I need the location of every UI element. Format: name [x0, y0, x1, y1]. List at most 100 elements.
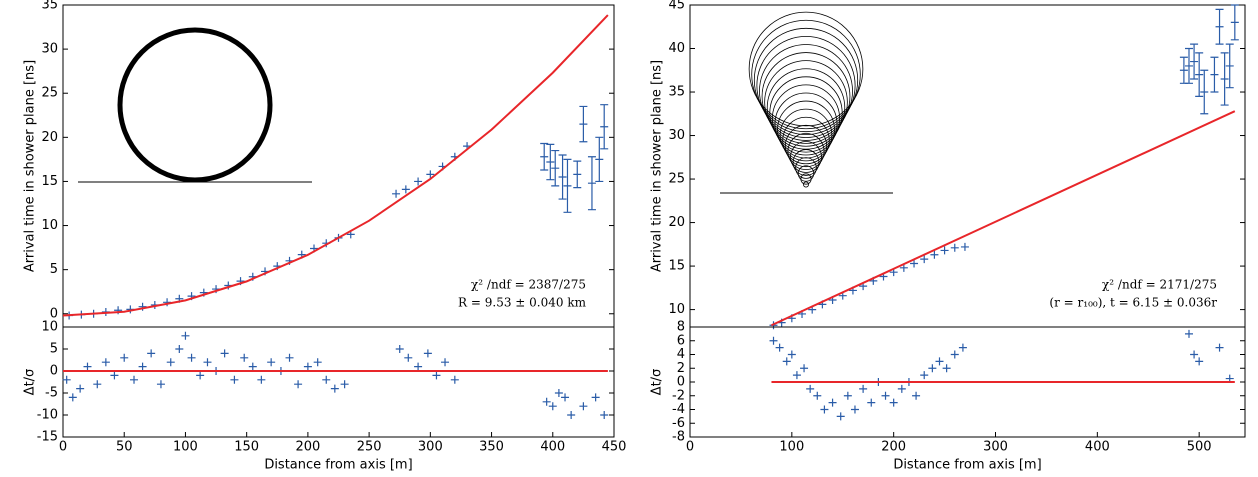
x-tick-label: 400 — [540, 440, 565, 455]
data-point — [220, 349, 229, 358]
y-tick-label: 10 — [668, 302, 685, 317]
y-tick-label: -6 — [672, 416, 685, 431]
inset-circle — [797, 165, 815, 182]
data-point — [843, 391, 852, 400]
fit-line — [62, 14, 609, 317]
y-tick-label: 30 — [668, 128, 685, 143]
y-axis-label: Arrival time in shower plane [ns] — [23, 60, 38, 272]
data-point — [203, 358, 212, 367]
data-point — [587, 156, 596, 211]
inset-circle — [784, 124, 828, 168]
data-point — [120, 353, 129, 362]
data-point — [93, 380, 102, 389]
data-point — [828, 398, 837, 407]
data-point — [340, 380, 349, 389]
data-point — [942, 364, 951, 373]
data-point — [426, 170, 435, 179]
y-tick-label: 10 — [41, 218, 58, 233]
data-point — [101, 358, 110, 367]
data-point — [579, 402, 588, 411]
data-point — [303, 362, 312, 371]
data-point — [130, 375, 139, 384]
x-tick-label: 250 — [357, 440, 382, 455]
y-tick-label: 2 — [677, 361, 685, 376]
data-point — [1230, 4, 1239, 41]
data-point — [1190, 43, 1199, 80]
annotation: R = 9.53 ± 0.040 km — [458, 296, 587, 310]
y-tick-label: -4 — [672, 402, 685, 417]
data-point — [867, 398, 876, 407]
x-tick-label: 450 — [602, 440, 627, 455]
x-axis-label: Distance from axis [m] — [893, 458, 1041, 473]
y-tick-label: 35 — [41, 0, 58, 13]
data-point — [294, 380, 303, 389]
x-tick-label: 300 — [983, 440, 1008, 455]
data-point — [800, 364, 809, 373]
data-point — [68, 393, 77, 402]
data-point — [782, 357, 791, 366]
data-point — [920, 371, 929, 380]
inset-ring — [117, 27, 273, 183]
data-point — [240, 353, 249, 362]
x-tick-label: 50 — [116, 440, 133, 455]
data-point — [248, 362, 257, 371]
inset-circle — [759, 44, 853, 138]
data-point — [257, 375, 266, 384]
y-tick-label: 10 — [41, 320, 58, 335]
data-point — [181, 331, 190, 340]
data-point — [792, 371, 801, 380]
x-tick-label: 0 — [686, 440, 694, 455]
y-tick-label: 5 — [50, 262, 58, 277]
data-point — [769, 336, 778, 345]
data-point — [1184, 329, 1193, 338]
y-tick-label: 8 — [677, 320, 685, 335]
data-point — [1195, 52, 1204, 97]
data-point — [401, 185, 410, 194]
data-point — [414, 177, 423, 186]
y-tick-label: 45 — [668, 0, 685, 13]
y-tick-label: -5 — [45, 386, 58, 401]
data-point — [806, 384, 815, 393]
data-point — [1215, 343, 1224, 352]
data-point — [156, 380, 165, 389]
data-point — [138, 302, 147, 311]
data-point — [110, 371, 119, 380]
inset-circle — [803, 181, 809, 188]
data-point — [1215, 8, 1224, 45]
data-point — [820, 405, 829, 414]
data-point — [595, 136, 604, 183]
y-tick-label: 35 — [668, 85, 685, 100]
data-point — [558, 154, 567, 200]
y-tick-label: 5 — [50, 342, 58, 357]
data-point — [813, 391, 822, 400]
y-tick-label: 30 — [41, 42, 58, 57]
data-point — [166, 358, 175, 367]
data-point — [83, 362, 92, 371]
y-tick-label: 25 — [668, 172, 685, 187]
data-point — [897, 384, 906, 393]
inset-circle — [769, 76, 843, 150]
data-point — [230, 375, 239, 384]
inset-circle — [766, 68, 846, 147]
data-point — [579, 105, 588, 143]
data-point — [950, 243, 959, 252]
fit-line — [771, 110, 1236, 327]
y-tick-label: -15 — [37, 430, 58, 445]
data-point — [285, 353, 294, 362]
data-point — [561, 393, 570, 402]
y-tick-label: -2 — [672, 388, 685, 403]
data-point — [175, 345, 184, 353]
y-tick-label: 6 — [677, 333, 685, 348]
data-point — [414, 362, 423, 371]
data-point — [147, 349, 156, 358]
y-tick-label: 15 — [41, 174, 58, 189]
y-tick-label: -8 — [672, 430, 685, 445]
data-point — [423, 349, 432, 358]
data-point — [859, 384, 868, 393]
data-point — [889, 398, 898, 407]
data-point — [912, 391, 921, 400]
inset-circle — [761, 52, 851, 141]
inset-circle — [753, 27, 859, 133]
inset-circle — [779, 108, 833, 162]
inset-left — [78, 27, 312, 183]
